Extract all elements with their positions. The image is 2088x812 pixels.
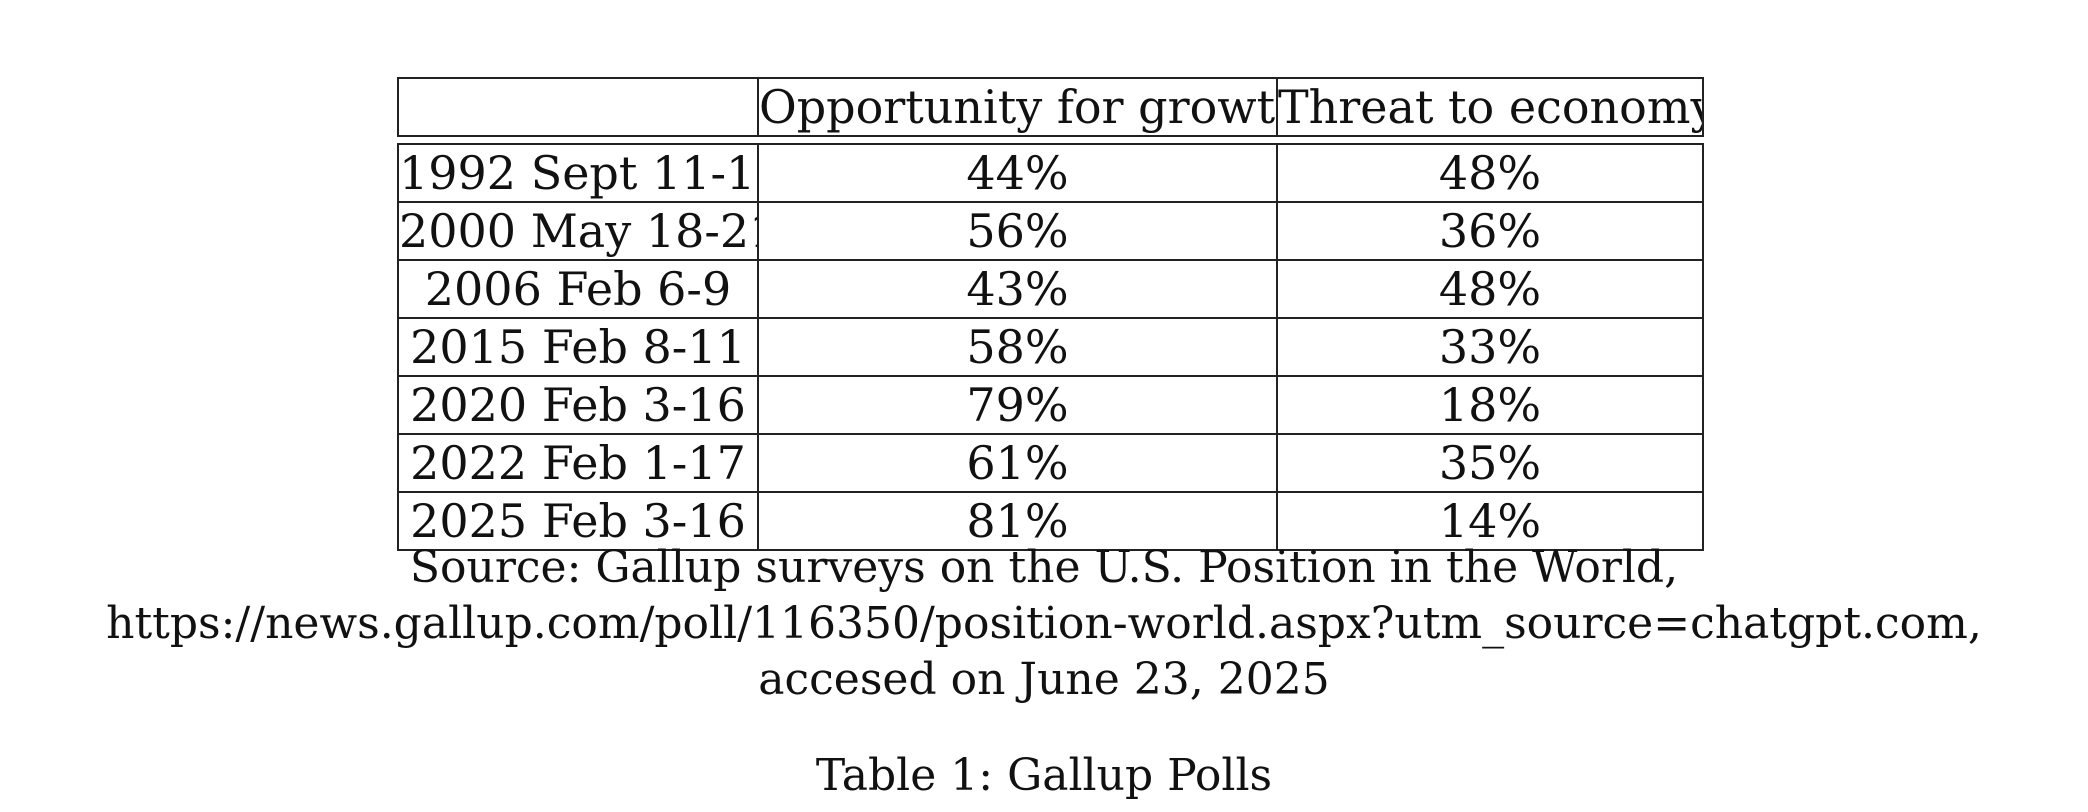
poll-table-container: Opportunity for growth Threat to economy… (397, 77, 1704, 551)
row-opportunity-cell: 43% (759, 261, 1278, 319)
row-opportunity-cell: 44% (759, 143, 1278, 203)
gallup-poll-table: Opportunity for growth Threat to economy… (397, 77, 1704, 551)
table-row: 2020 Feb 3-16 79% 18% (397, 377, 1704, 435)
table-row: 1992 Sept 11-15 44% 48% (397, 143, 1704, 203)
header-cell-empty (397, 77, 759, 137)
row-threat-cell: 48% (1278, 261, 1704, 319)
row-date-cell: 2022 Feb 1-17 (397, 435, 759, 493)
row-threat-cell: 48% (1278, 143, 1704, 203)
header-cell-threat: Threat to economy (1278, 77, 1704, 137)
source-line-1: Source: Gallup surveys on the U.S. Posit… (409, 542, 1679, 593)
table-row: 2025 Feb 3-16 81% 14% (397, 493, 1704, 551)
row-threat-cell: 36% (1278, 203, 1704, 261)
row-threat-cell: 33% (1278, 319, 1704, 377)
row-opportunity-cell: 81% (759, 493, 1278, 551)
row-opportunity-cell: 56% (759, 203, 1278, 261)
row-threat-cell: 35% (1278, 435, 1704, 493)
source-url-line: https://news.gallup.com/poll/116350/posi… (106, 598, 1982, 649)
row-date-cell: 2006 Feb 6-9 (397, 261, 759, 319)
row-date-cell: 2025 Feb 3-16 (397, 493, 759, 551)
source-note: Source: Gallup surveys on the U.S. Posit… (0, 540, 2088, 708)
table-body: 1992 Sept 11-15 44% 48% 2000 May 18-21 5… (397, 143, 1704, 551)
table-row: 2006 Feb 6-9 43% 48% (397, 261, 1704, 319)
row-date-cell: 2000 May 18-21 (397, 203, 759, 261)
row-date-cell: 1992 Sept 11-15 (397, 143, 759, 203)
table-caption: Table 1: Gallup Polls (815, 750, 1273, 801)
table-header-row: Opportunity for growth Threat to economy (397, 77, 1704, 137)
row-date-cell: 2020 Feb 3-16 (397, 377, 759, 435)
row-opportunity-cell: 61% (759, 435, 1278, 493)
header-cell-opportunity: Opportunity for growth (759, 77, 1278, 137)
row-threat-cell: 14% (1278, 493, 1704, 551)
row-threat-cell: 18% (1278, 377, 1704, 435)
row-opportunity-cell: 79% (759, 377, 1278, 435)
table-row: 2022 Feb 1-17 61% 35% (397, 435, 1704, 493)
table-row: 2000 May 18-21 56% 36% (397, 203, 1704, 261)
source-accessed-line: accesed on June 23, 2025 (758, 654, 1330, 705)
row-opportunity-cell: 58% (759, 319, 1278, 377)
row-date-cell: 2015 Feb 8-11 (397, 319, 759, 377)
table-row: 2015 Feb 8-11 58% 33% (397, 319, 1704, 377)
